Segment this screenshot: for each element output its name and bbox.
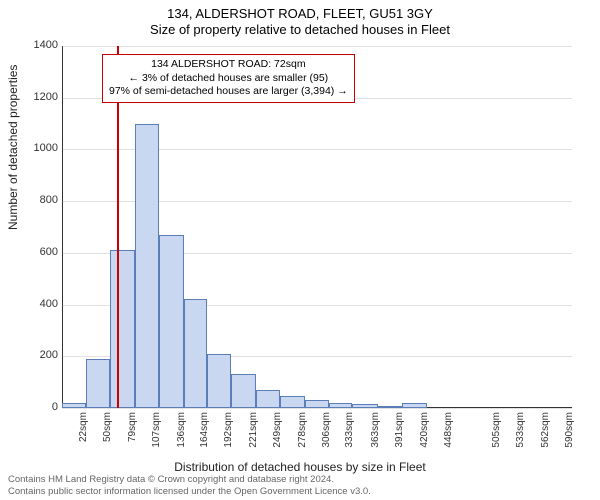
histogram-bar	[256, 390, 280, 408]
x-tick-label: 278sqm	[297, 412, 308, 452]
x-tick-label: 249sqm	[272, 412, 283, 452]
histogram-bar	[207, 354, 231, 408]
histogram-bar	[402, 403, 427, 408]
y-tick-label: 1000	[20, 142, 58, 154]
x-tick-label: 306sqm	[321, 412, 332, 452]
histogram-bar	[86, 359, 110, 408]
footer-line-2: Contains public sector information licen…	[8, 486, 371, 498]
chart-title-sub: Size of property relative to detached ho…	[0, 22, 600, 38]
x-tick-label: 562sqm	[540, 412, 551, 452]
x-tick-label: 590sqm	[564, 412, 575, 452]
y-tick-label: 600	[20, 246, 58, 258]
y-tick-label: 800	[20, 194, 58, 206]
histogram-bar	[184, 299, 208, 408]
chart-plot-area: 020040060080010001200140022sqm50sqm79sqm…	[62, 46, 572, 408]
x-tick-label: 221sqm	[248, 412, 259, 452]
histogram-bar	[135, 124, 159, 408]
x-tick-label: 22sqm	[78, 412, 89, 452]
x-tick-label: 533sqm	[515, 412, 526, 452]
histogram-bar	[231, 374, 256, 408]
histogram-bar	[280, 396, 305, 408]
histogram-bar	[62, 403, 86, 408]
y-tick-label: 1400	[20, 39, 58, 51]
x-axis-label: Distribution of detached houses by size …	[0, 460, 600, 474]
y-tick-label: 0	[20, 401, 58, 413]
histogram-bar	[110, 250, 135, 408]
y-tick-label: 400	[20, 298, 58, 310]
callout-line: 134 ALDERSHOT ROAD: 72sqm	[109, 58, 348, 72]
histogram-bar	[329, 403, 352, 408]
y-axis-label: Number of detached properties	[6, 65, 20, 230]
x-tick-label: 50sqm	[102, 412, 113, 452]
histogram-bar	[159, 235, 184, 408]
footer-line-1: Contains HM Land Registry data © Crown c…	[8, 474, 371, 486]
y-tick-label: 1200	[20, 91, 58, 103]
x-tick-label: 107sqm	[151, 412, 162, 452]
x-tick-label: 192sqm	[223, 412, 234, 452]
grid-line	[62, 408, 572, 409]
x-tick-label: 333sqm	[344, 412, 355, 452]
histogram-bar	[352, 404, 378, 408]
grid-line	[62, 46, 572, 47]
x-tick-label: 505sqm	[491, 412, 502, 452]
y-axis	[62, 46, 63, 408]
x-tick-label: 164sqm	[199, 412, 210, 452]
x-tick-label: 391sqm	[394, 412, 405, 452]
property-callout: 134 ALDERSHOT ROAD: 72sqm← 3% of detache…	[102, 54, 355, 103]
x-tick-label: 79sqm	[127, 412, 138, 452]
chart-title-block: 134, ALDERSHOT ROAD, FLEET, GU51 3GY Siz…	[0, 0, 600, 37]
x-tick-label: 363sqm	[370, 412, 381, 452]
chart-title-main: 134, ALDERSHOT ROAD, FLEET, GU51 3GY	[0, 6, 600, 22]
histogram-bar	[305, 400, 329, 408]
chart-footer: Contains HM Land Registry data © Crown c…	[8, 474, 371, 498]
y-tick-label: 200	[20, 349, 58, 361]
x-tick-label: 420sqm	[419, 412, 430, 452]
callout-line: 97% of semi-detached houses are larger (…	[109, 85, 348, 99]
histogram-bar	[378, 406, 402, 408]
x-tick-label: 136sqm	[176, 412, 187, 452]
callout-line: ← 3% of detached houses are smaller (95)	[109, 72, 348, 86]
x-tick-label: 448sqm	[443, 412, 454, 452]
